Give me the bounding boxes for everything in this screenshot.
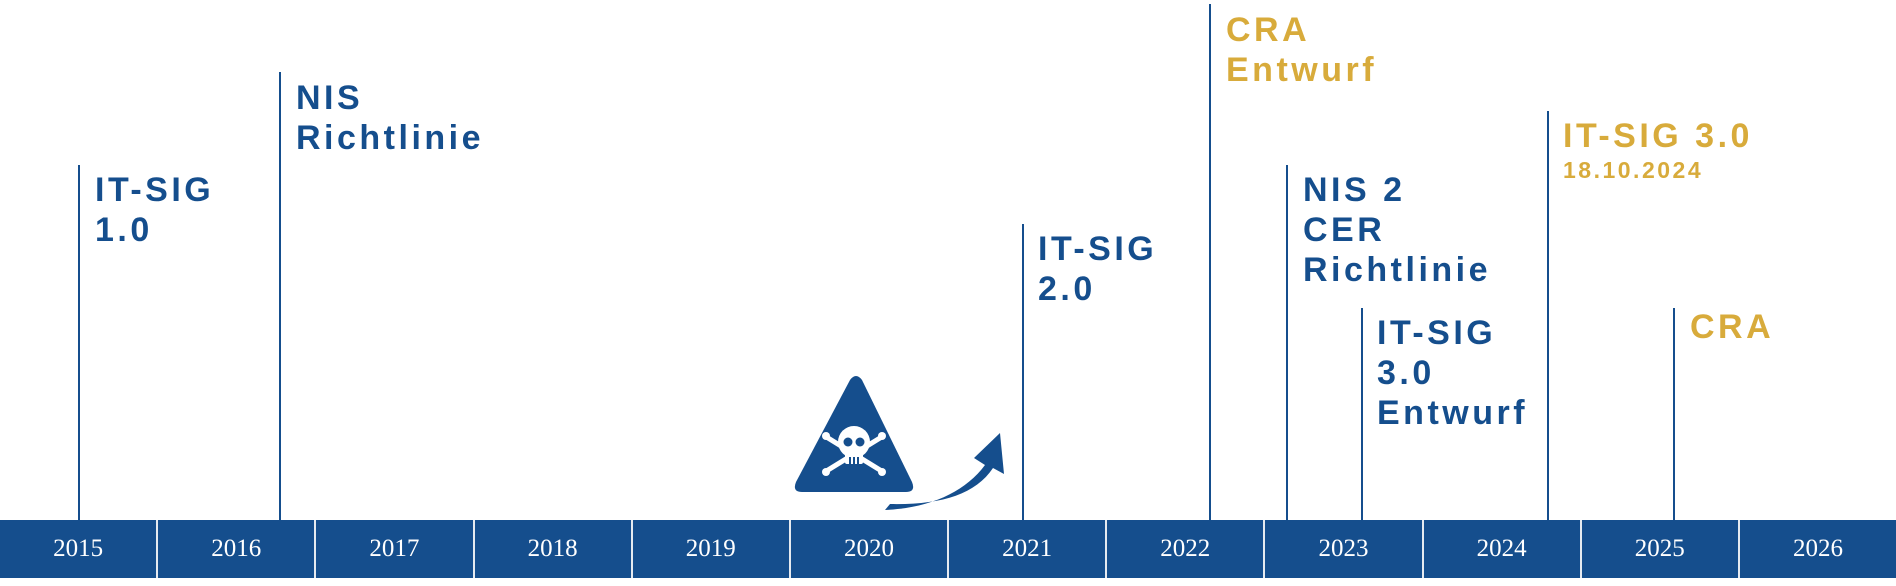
year-cell: 2024 <box>1421 520 1580 578</box>
event-marker-line <box>1673 308 1675 520</box>
rising-arrow-icon <box>885 433 1004 510</box>
event-label-itsig-2: IT-SIG 2.0 <box>1038 229 1157 309</box>
event-date: 18.10.2024 <box>1563 157 1704 183</box>
event-text: Richtlinie <box>1303 251 1492 289</box>
year-cell: 2016 <box>156 520 315 578</box>
year-cell: 2019 <box>630 520 789 578</box>
year-cell: 2021 <box>947 520 1106 578</box>
event-marker-line <box>78 165 80 520</box>
event-text: IT-SIG <box>1038 230 1158 268</box>
event-text: Entwurf <box>1377 394 1529 432</box>
event-marker-line <box>1209 4 1211 520</box>
year-cell: 2022 <box>1105 520 1264 578</box>
event-text: Entwurf <box>1226 51 1378 89</box>
event-text: NIS 2 <box>1303 171 1406 209</box>
event-text: 3.0 <box>1377 354 1435 392</box>
event-marker-line <box>1547 111 1549 520</box>
event-label-itsig-3-entwurf: IT-SIG 3.0 Entwurf <box>1377 313 1528 433</box>
event-label-itsig-1: IT-SIG 1.0 <box>95 170 214 250</box>
year-timeline-bar: 2015 2016 2017 2018 2019 2020 2021 2022 … <box>0 520 1896 578</box>
year-cell: 2026 <box>1737 520 1896 578</box>
event-label-nis2-cer: NIS 2 CER Richtlinie <box>1303 170 1491 290</box>
event-label-cra-entwurf: CRA Entwurf <box>1226 10 1377 90</box>
year-cell: 2020 <box>788 520 948 578</box>
event-text: CRA <box>1226 11 1311 49</box>
event-text: CER <box>1303 211 1386 249</box>
event-text: CRA <box>1690 308 1775 346</box>
event-text: 2.0 <box>1038 270 1096 308</box>
year-cell: 2023 <box>1263 520 1422 578</box>
event-label-nis: NIS Richtlinie <box>296 78 484 158</box>
event-text: 1.0 <box>95 211 153 249</box>
year-cell: 2017 <box>314 520 473 578</box>
event-text: IT-SIG <box>95 171 215 209</box>
event-text: NIS <box>296 79 364 117</box>
event-marker-line <box>1286 165 1288 520</box>
year-cell: 2018 <box>472 520 631 578</box>
event-label-itsig-3: IT-SIG 3.0 18.10.2024 <box>1563 116 1753 184</box>
event-text: IT-SIG 3.0 <box>1563 117 1753 155</box>
event-text: IT-SIG <box>1377 314 1497 352</box>
event-label-cra: CRA <box>1690 307 1774 347</box>
event-marker-line <box>1022 224 1024 520</box>
event-marker-line <box>1361 308 1363 520</box>
skull-warning-icon <box>794 376 1004 510</box>
event-text: Richtlinie <box>296 119 485 157</box>
year-cell: 2025 <box>1579 520 1738 578</box>
event-marker-line <box>279 72 281 520</box>
year-cell: 2015 <box>0 520 157 578</box>
